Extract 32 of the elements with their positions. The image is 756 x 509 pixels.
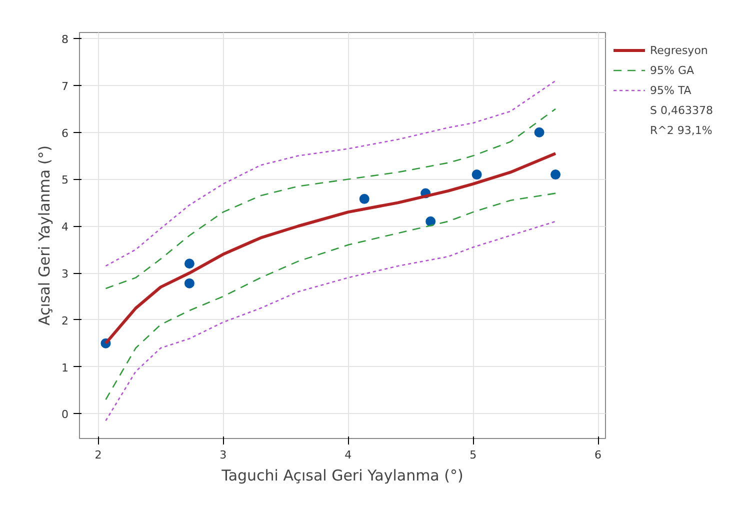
y-tick-label: 0 xyxy=(62,408,68,422)
line-series xyxy=(105,192,556,400)
y-tick-label: 5 xyxy=(62,174,68,187)
x-tick-label: 2 xyxy=(94,448,102,462)
point xyxy=(426,216,436,226)
y-tick-label: 3 xyxy=(62,268,68,281)
x-tick-label: 5 xyxy=(470,448,477,462)
legend-label: 95% TA xyxy=(650,83,692,97)
point xyxy=(534,127,544,138)
x-tick-label: 6 xyxy=(594,448,602,462)
point xyxy=(184,278,194,288)
y-tick-label: 2 xyxy=(62,314,68,328)
line-series xyxy=(105,80,556,267)
y-axis-title: Açısal Geri Yaylanma (°) xyxy=(36,145,54,326)
point xyxy=(472,170,482,180)
text: S 0,463378 xyxy=(650,103,713,117)
text: R^2 93,1% xyxy=(650,123,712,137)
y-tick-label: 8 xyxy=(62,33,68,46)
y-tick-label: 6 xyxy=(62,126,68,140)
point xyxy=(359,194,370,204)
x-axis-title: Taguchi Açısal Geri Yaylanma (°) xyxy=(220,466,464,484)
legend-label: Regresyon xyxy=(650,43,708,57)
y-tick-label: 1 xyxy=(62,361,68,374)
y-tick-label: 4 xyxy=(62,220,68,234)
x-tick-label: 3 xyxy=(220,448,227,462)
point xyxy=(550,170,561,180)
point xyxy=(184,258,194,269)
x-tick-label: 4 xyxy=(344,448,352,462)
y-tick-label: 7 xyxy=(62,80,68,93)
line-series xyxy=(105,220,556,422)
legend-label: 95% GA xyxy=(650,63,694,77)
line-series xyxy=(105,108,556,290)
